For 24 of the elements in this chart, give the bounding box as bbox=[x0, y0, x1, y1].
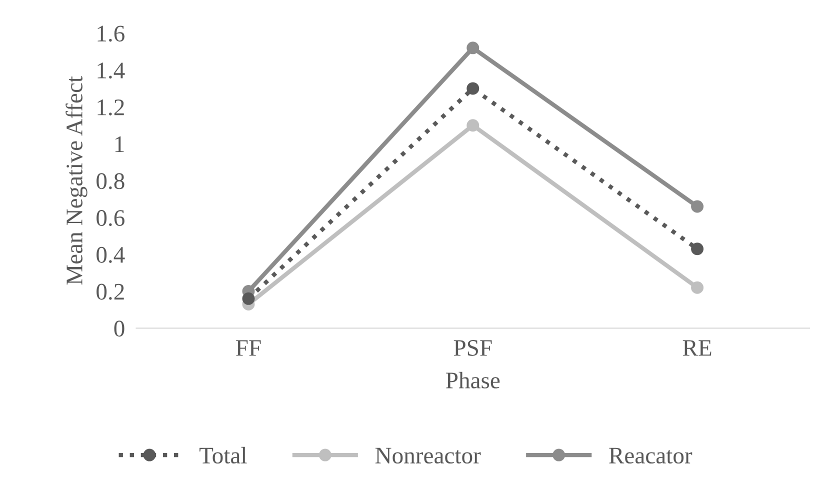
y-tick-label: 0.4 bbox=[96, 246, 125, 263]
point bbox=[691, 200, 704, 213]
y-tick-label: 1.2 bbox=[98, 99, 124, 116]
y-tick-label: 0.2 bbox=[96, 284, 124, 300]
point bbox=[466, 42, 480, 54]
y-tick-label: 1.4 bbox=[98, 62, 125, 79]
y-tick-label: 1.6 bbox=[98, 26, 124, 42]
legend-label: Total bbox=[200, 446, 247, 464]
point bbox=[466, 119, 480, 132]
x-tick-label: RE bbox=[682, 340, 712, 356]
legend-label: Reacator bbox=[609, 448, 692, 464]
point bbox=[242, 292, 255, 305]
x-tick-label: FF bbox=[236, 340, 261, 356]
y-tick-label: 1 bbox=[115, 136, 124, 152]
y-tick-label: 0.6 bbox=[96, 210, 124, 226]
x-tick-label: PSF bbox=[454, 340, 492, 356]
y-tick-label: 0.8 bbox=[96, 173, 124, 190]
point bbox=[691, 281, 704, 294]
point bbox=[691, 242, 704, 256]
x-axis-title: Phase bbox=[446, 372, 500, 388]
legend-label: Nonreactor bbox=[375, 448, 481, 464]
point bbox=[466, 82, 480, 95]
y-tick-label: 0 bbox=[114, 320, 124, 337]
y-axis-title: Mean Negative Affect bbox=[66, 76, 88, 285]
